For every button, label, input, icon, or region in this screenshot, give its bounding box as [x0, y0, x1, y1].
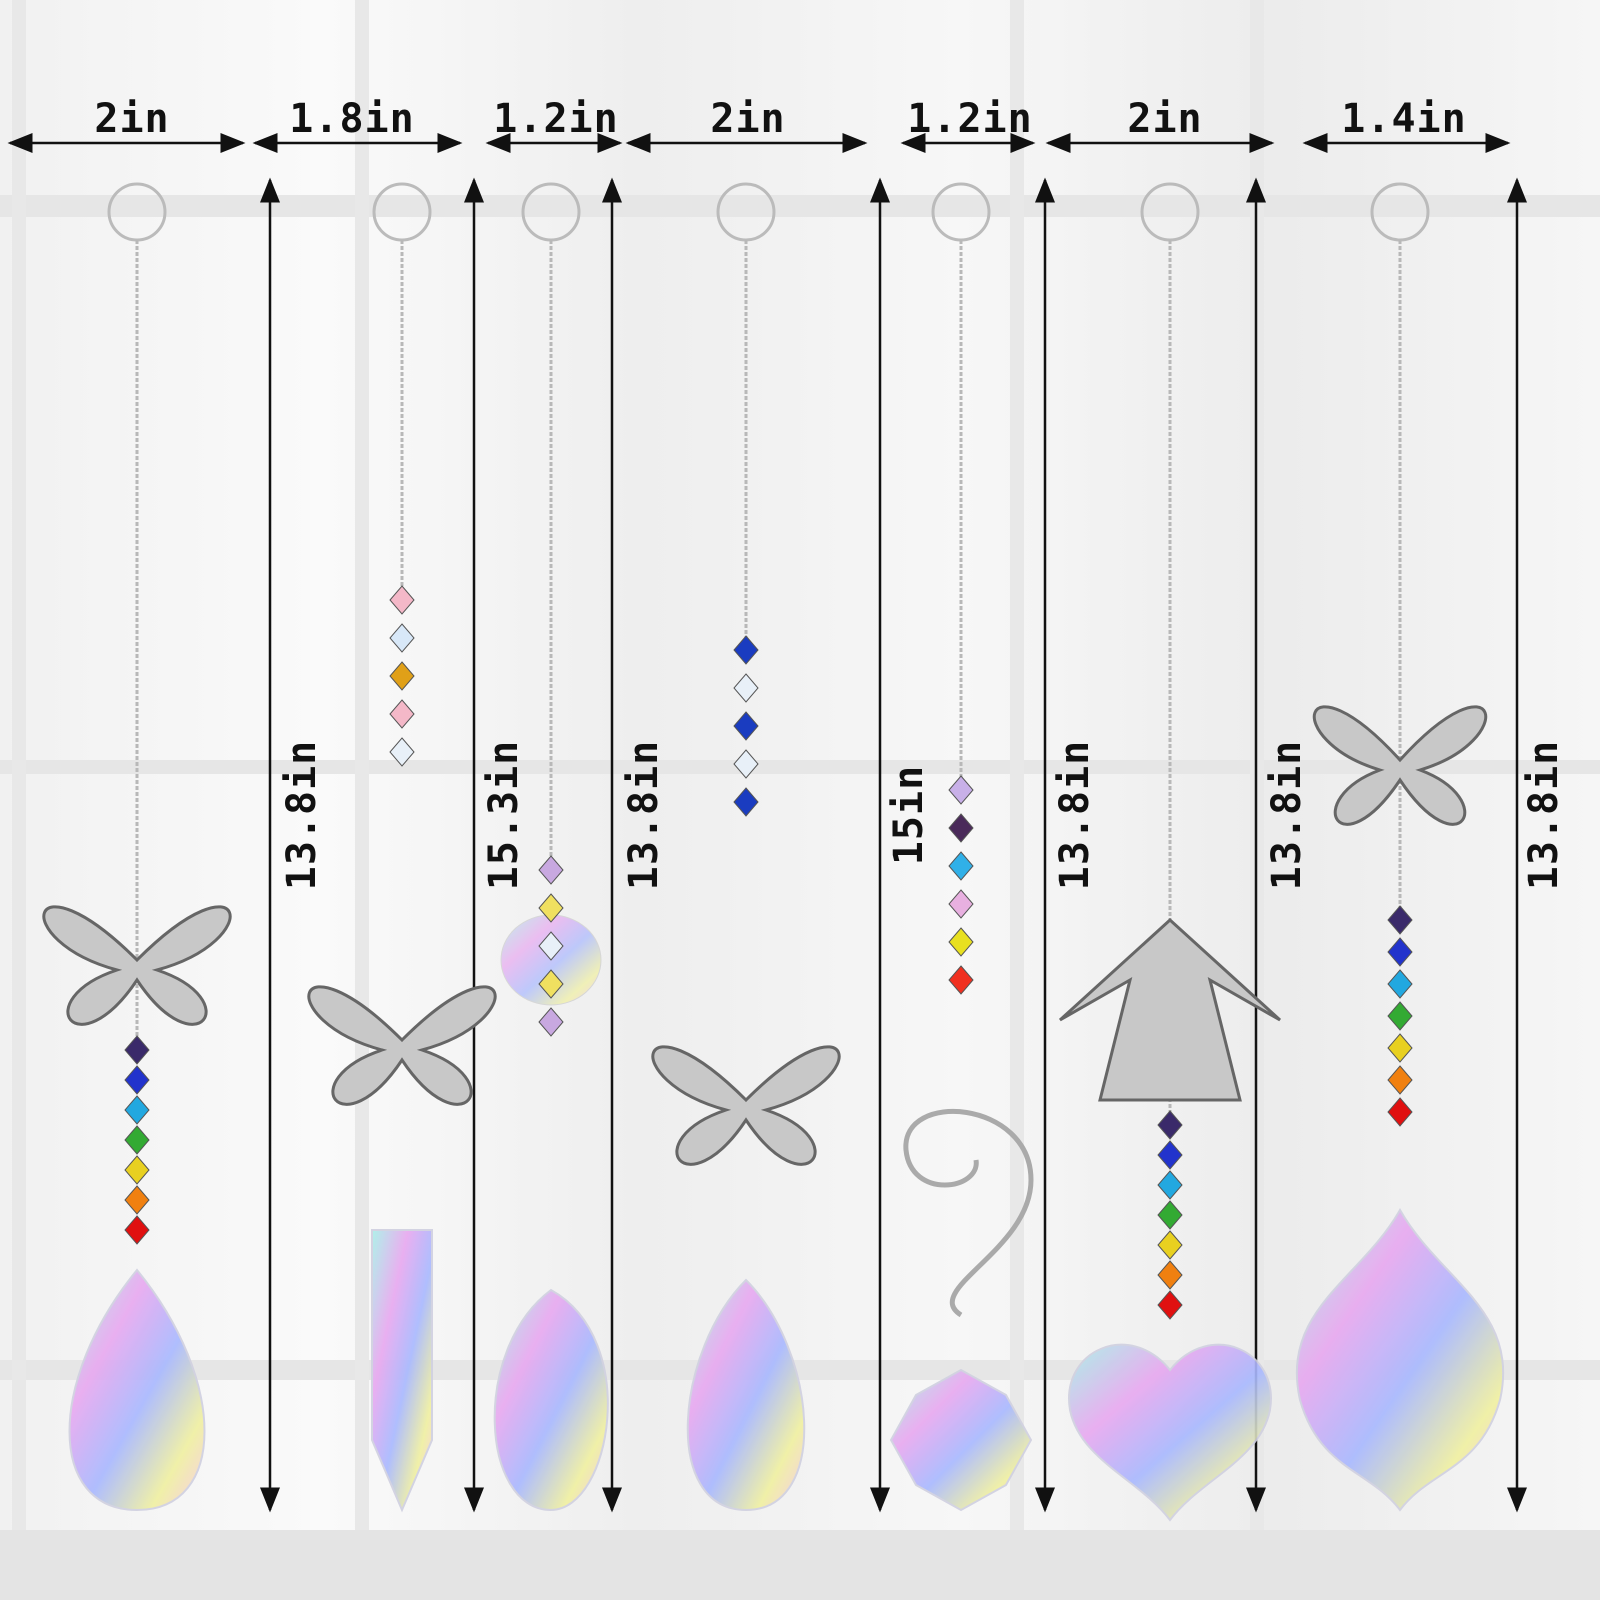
height-label-3: 13.8in	[621, 739, 667, 891]
crystal-bead	[1157, 1110, 1183, 1140]
crystal-bead	[389, 699, 415, 729]
crystal-bead	[538, 969, 564, 999]
crystal-bead	[948, 927, 974, 957]
crystal-bead	[124, 1155, 150, 1185]
crystal-bead	[389, 585, 415, 615]
angel-charm-icon	[1058, 917, 1282, 1102]
width-label-2: 1.8in	[289, 96, 415, 142]
crystal-bead	[389, 623, 415, 653]
crystal-bead	[1387, 1001, 1413, 1031]
crystal-bead	[538, 855, 564, 885]
window-mullion	[355, 0, 369, 1600]
width-label-7: 1.4in	[1341, 96, 1467, 142]
crystal-bead	[948, 775, 974, 805]
crystal-bead	[1157, 1290, 1183, 1320]
window-sill	[0, 1530, 1600, 1600]
almond-crystal-icon	[493, 1288, 609, 1512]
window-mullion	[12, 0, 26, 1600]
filigree-butterfly-icon	[42, 905, 232, 1026]
cutout-butterfly-icon	[307, 985, 497, 1106]
height-label-5: 13.8in	[1052, 739, 1098, 891]
icicle-prism-crystal-icon	[371, 1229, 433, 1513]
crystal-bead	[538, 931, 564, 961]
crystal-bead	[389, 737, 415, 767]
crystal-bead	[1387, 1065, 1413, 1095]
height-label-4: 15in	[886, 764, 932, 866]
crystal-bead	[1157, 1260, 1183, 1290]
crystal-bead	[124, 1095, 150, 1125]
crystal-bead	[1387, 1033, 1413, 1063]
crystal-bead	[124, 1185, 150, 1215]
crystal-bead	[948, 813, 974, 843]
crystal-bead	[1157, 1140, 1183, 1170]
heart-crystal-icon	[1068, 1343, 1272, 1522]
crystal-bead	[1387, 905, 1413, 935]
dragonfly-icon	[1312, 705, 1488, 826]
crystal-bead	[124, 1035, 150, 1065]
crystal-bead	[733, 673, 759, 703]
crystal-bead	[733, 635, 759, 665]
crystal-bead	[1387, 937, 1413, 967]
crystal-bead	[1157, 1170, 1183, 1200]
height-label-1: 13.8in	[279, 739, 325, 891]
crystal-bead	[124, 1065, 150, 1095]
crystal-bead	[1387, 1097, 1413, 1127]
crystal-bead	[124, 1125, 150, 1155]
window-frame	[0, 195, 1600, 217]
spiral-hook-icon	[903, 1108, 1034, 1318]
crystal-bead	[1157, 1200, 1183, 1230]
crystal-bead	[948, 965, 974, 995]
window-mullion	[1010, 0, 1024, 1600]
crystal-bead	[733, 787, 759, 817]
height-label-7: 13.8in	[1521, 739, 1567, 891]
height-label-6: 13.8in	[1264, 739, 1310, 891]
snowflake-crystal-icon	[889, 1368, 1033, 1512]
crystal-bead	[538, 1007, 564, 1037]
crystal-bead	[1387, 969, 1413, 999]
width-label-4: 2in	[710, 96, 786, 142]
crystal-bead	[389, 661, 415, 691]
crystal-bead	[124, 1215, 150, 1245]
width-label-1: 2in	[94, 96, 170, 142]
crystal-bead	[1157, 1230, 1183, 1260]
crystal-bead	[948, 889, 974, 919]
crystal-bead	[538, 893, 564, 923]
crystal-bead	[733, 711, 759, 741]
maple-leaf-crystal-icon	[1295, 1207, 1505, 1512]
width-label-5: 1.2in	[907, 96, 1033, 142]
ball-drop-crystal-icon	[686, 1278, 806, 1512]
height-label-2: 15.3in	[481, 739, 527, 891]
crystal-bead	[733, 749, 759, 779]
width-label-3: 1.2in	[493, 96, 619, 142]
teardrop-crystal-icon	[68, 1268, 206, 1512]
width-label-6: 2in	[1127, 96, 1203, 142]
cutout-butterfly-icon	[651, 1045, 841, 1166]
crystal-bead	[948, 851, 974, 881]
